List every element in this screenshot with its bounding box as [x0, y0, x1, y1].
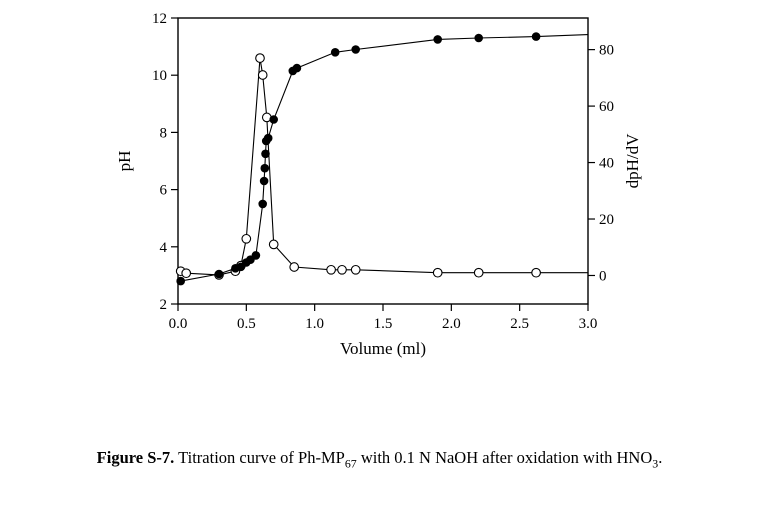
- ph-data-point: [292, 63, 302, 73]
- x-axis-tick-label: 1.5: [374, 316, 393, 332]
- dphdv-data-point: [473, 267, 484, 278]
- left-axis-tick-label: 10: [152, 68, 167, 84]
- ph-data-point: [260, 163, 270, 173]
- ph-data-point: [330, 48, 340, 57]
- caption-segment: .: [658, 448, 663, 467]
- ph-data-point: [259, 176, 269, 186]
- y-axis-title-right: dpH/dV: [623, 133, 642, 189]
- caption-segment: with 0.1 N NaOH after oxidation with HNO: [356, 448, 653, 467]
- dphdv-data-point: [257, 70, 268, 80]
- dphdv-data-point: [350, 264, 361, 275]
- caption-segment: Titration curve of Ph-MP: [174, 448, 345, 467]
- x-axis-title: Volume (ml): [340, 339, 426, 358]
- right-axis-tick-label: 0: [599, 268, 607, 284]
- dphdv-data-point: [531, 267, 541, 278]
- dphdv-data-point: [289, 262, 300, 272]
- ph-data-point: [214, 269, 224, 279]
- titration-chart-svg: 2 4 6 8 10 12 0 20 40 60 80 0.0 0.5 1.0 1.5 2.0 2.5 3.0 Vo…: [115, 11, 642, 358]
- x-axis-tick-label: 0.5: [237, 316, 256, 332]
- x-axis-tick-label: 2.5: [510, 316, 529, 332]
- caption-subscript: 67: [344, 456, 357, 471]
- dphdv-data-point: [255, 53, 265, 63]
- left-axis-tick-label: 4: [160, 240, 168, 256]
- ph-data-point: [258, 199, 267, 209]
- x-axis-tick-label: 2.0: [442, 316, 461, 332]
- dphdv-data-point: [432, 267, 443, 278]
- x-axis-tick-label: 3.0: [579, 316, 598, 332]
- ph-data-point: [176, 276, 185, 286]
- ph-data-point: [269, 115, 278, 124]
- ph-data-point: [261, 149, 270, 159]
- left-axis-tick-label: 6: [160, 183, 168, 199]
- caption-subscript: 3: [652, 456, 659, 471]
- y-axis-title-left: pH: [115, 151, 134, 172]
- titration-chart: 2 4 6 8 10 12 0 20 40 60 80 0.0 0.5 1.0 1.5 2.0 2.5 3.0 Vo…: [100, 2, 660, 362]
- series-line-ph: [180, 34, 589, 282]
- ph-data-point: [263, 133, 273, 143]
- left-axis-tick-label: 12: [152, 11, 167, 27]
- dphdv-data-point: [181, 268, 192, 279]
- series-line-dphdv: [180, 58, 588, 276]
- figure-caption-text: Titration curve of Ph-MP67 with 0.1 N Na…: [174, 448, 663, 471]
- right-axis-tick-label: 60: [599, 99, 614, 115]
- dphdv-data-point: [268, 239, 279, 250]
- x-axis-tick-label: 0.0: [169, 316, 188, 332]
- dphdv-data-point: [241, 233, 252, 244]
- ph-data-point: [474, 33, 484, 43]
- ph-data-point: [351, 45, 360, 54]
- dphdv-data-point: [337, 264, 347, 275]
- figure-caption-label: Figure S-7.: [96, 448, 175, 467]
- left-axis-tick-label: 2: [160, 297, 168, 313]
- right-axis-tick-label: 80: [599, 43, 614, 59]
- ph-data-point: [433, 35, 443, 44]
- right-axis-tick-label: 20: [599, 212, 614, 228]
- ph-data-point: [251, 251, 261, 260]
- ph-data-point: [531, 32, 541, 41]
- figure-caption: Figure S-7. Titration curve of Ph-MP67 w…: [0, 448, 759, 471]
- left-axis-tick-label: 8: [160, 125, 168, 141]
- x-axis-tick-label: 1.0: [305, 316, 324, 332]
- right-axis-tick-label: 40: [599, 156, 614, 172]
- dphdv-data-point: [326, 264, 336, 275]
